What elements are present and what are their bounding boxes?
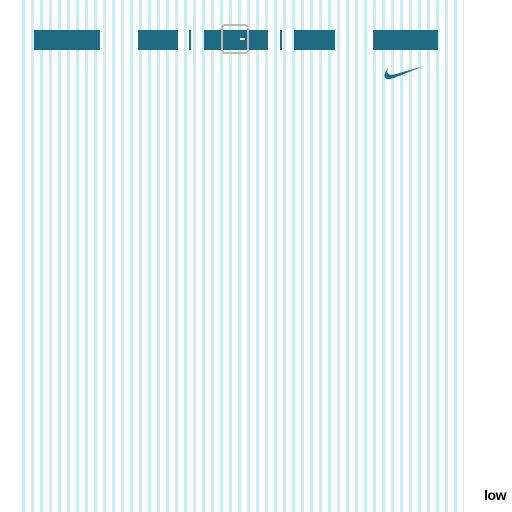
belt-segment [294,30,335,50]
belt-segment [34,30,100,50]
belt-loop [280,30,282,50]
quality-badge: low [484,487,506,503]
swoosh-logo [384,66,424,80]
striped-fabric [18,0,464,512]
buckle-prong [240,38,245,40]
belt-segment [138,30,178,50]
waistband [34,30,438,50]
belt-segment [204,30,268,50]
buckle [221,24,249,54]
belt-loop [189,30,191,50]
belt-segment [373,30,438,50]
